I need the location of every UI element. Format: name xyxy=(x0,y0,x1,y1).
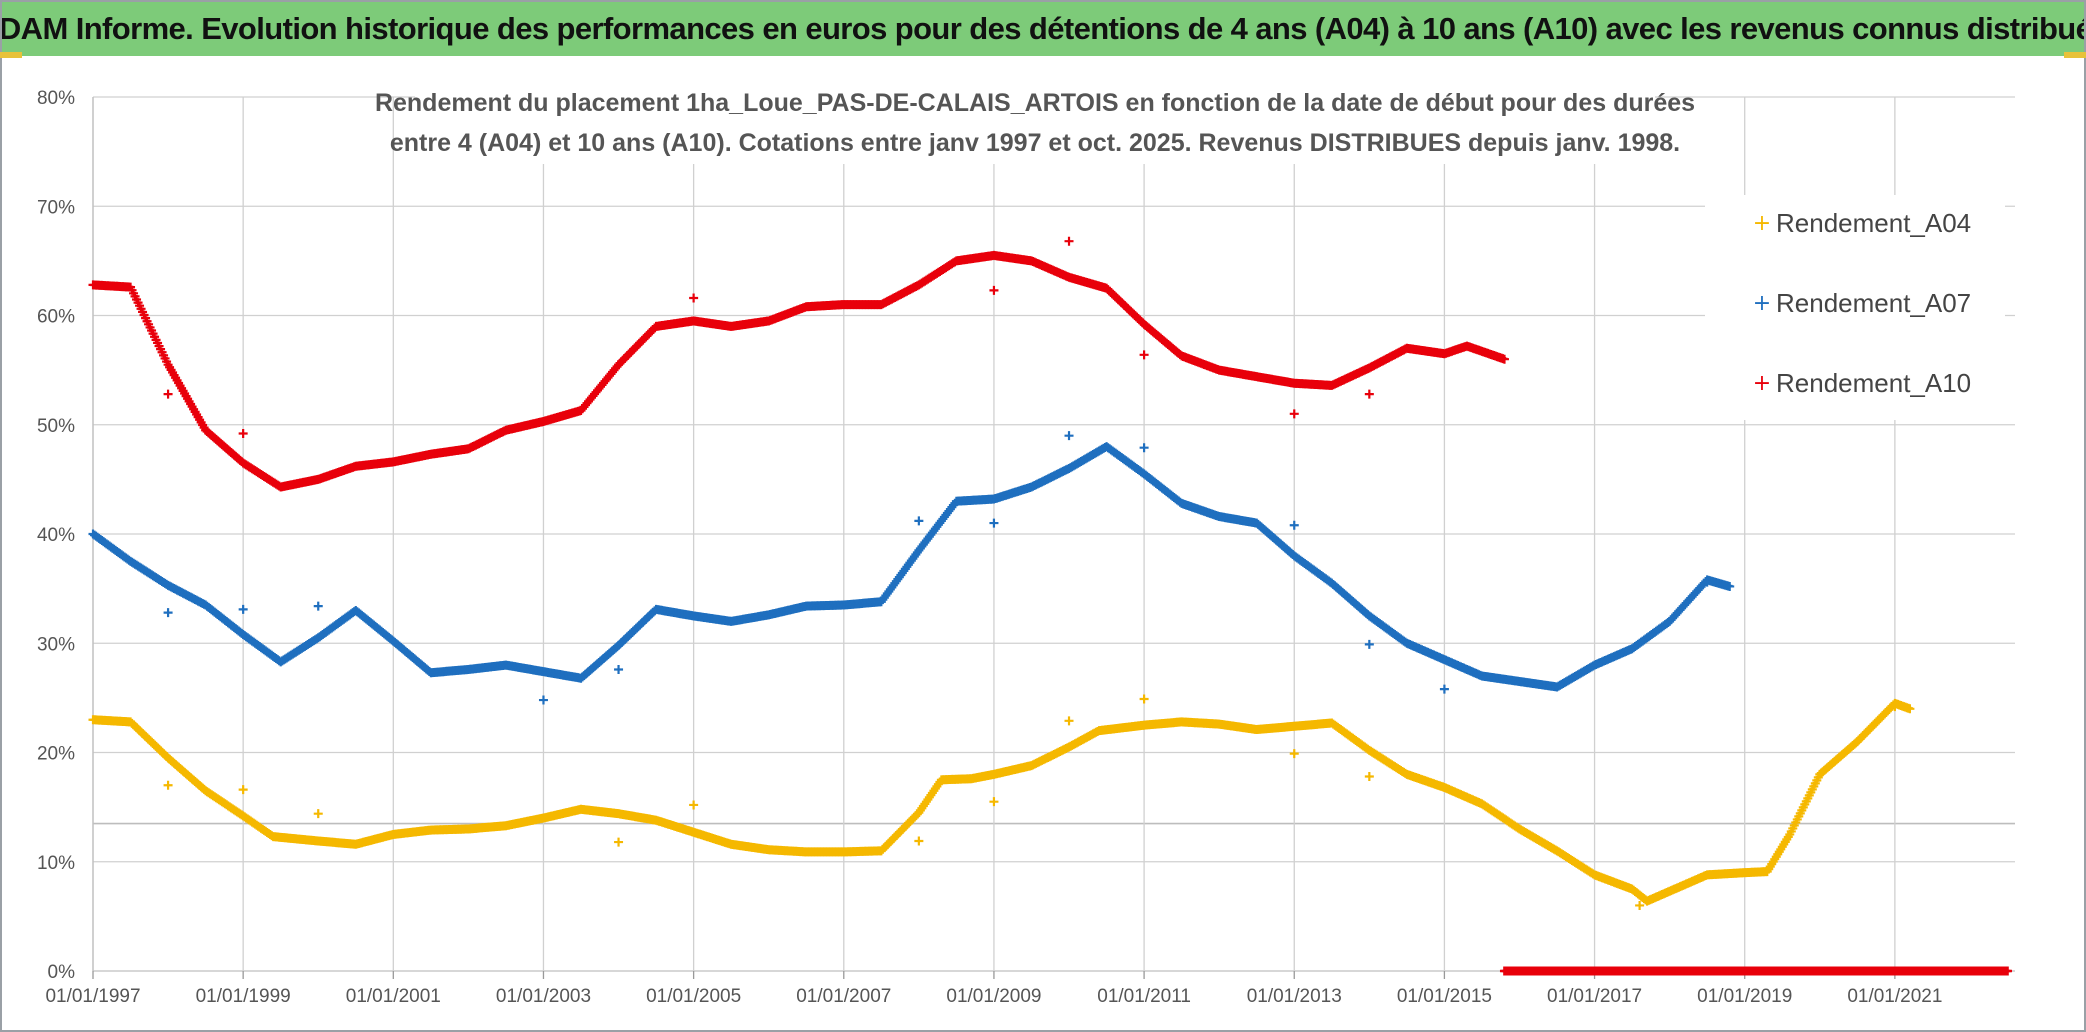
data-point-outlier xyxy=(914,516,924,526)
series-layer xyxy=(88,236,2012,976)
x-tick-label: 01/01/2017 xyxy=(1547,986,1642,1007)
x-tick-labels: 01/01/1997 01/01/1999 01/01/2001 01/01/2003… xyxy=(45,986,1942,1007)
data-point-outlier xyxy=(1139,350,1149,360)
data-point-outlier xyxy=(914,836,924,846)
y-tick-label: 30% xyxy=(37,634,75,655)
x-tick-label: 01/01/1999 xyxy=(196,986,291,1007)
data-point-outlier xyxy=(1289,409,1299,419)
data-point-outlier xyxy=(1064,431,1074,441)
x-tick-label: 01/01/2021 xyxy=(1847,986,1942,1007)
chart-title-line-2: entre 4 (A04) et 10 ans (A10). Cotations… xyxy=(390,129,1680,157)
y-tick-labels: 0% 10% 20% 30% 40% 50% 60% 70% 80% xyxy=(37,88,75,983)
data-point-outlier xyxy=(1064,236,1074,246)
data-point xyxy=(1905,704,1915,714)
data-point-outlier xyxy=(1289,520,1299,530)
legend-label-A04: Rendement_A04 xyxy=(1776,208,1971,238)
data-point-outlier xyxy=(538,695,548,705)
legend-marker-A07: + xyxy=(1753,291,1771,316)
data-point-outlier xyxy=(689,293,699,303)
data-point-outlier xyxy=(313,809,323,819)
y-tick-label: 20% xyxy=(37,744,75,765)
y-tick-label: 70% xyxy=(37,197,75,218)
data-point-outlier xyxy=(163,608,173,618)
data-point-outlier xyxy=(989,285,999,295)
data-point-outlier xyxy=(689,800,699,810)
data-point-outlier xyxy=(989,797,999,807)
data-point-outlier xyxy=(1139,694,1149,704)
legend-label-A07: Rendement_A07 xyxy=(1776,288,1971,318)
data-point-outlier xyxy=(238,785,248,795)
x-tick-label: 01/01/2003 xyxy=(496,986,591,1007)
series-A07 xyxy=(88,431,1735,705)
data-point-outlier xyxy=(1702,577,1712,587)
legend-label-A10: Rendement_A10 xyxy=(1776,368,1971,398)
y-tick-label: 40% xyxy=(37,525,75,546)
legend: + Rendement_A04 + Rendement_A07 + Rendem… xyxy=(1705,195,2005,420)
series-A04 xyxy=(88,694,1915,910)
y-tick-label: 0% xyxy=(48,962,76,983)
x-tick-label: 01/01/2011 xyxy=(1097,986,1191,1007)
data-point-outlier xyxy=(1289,749,1299,759)
chart-title-line-1: Rendement du placement 1ha_Loue_PAS-DE-C… xyxy=(375,89,1695,117)
x-tick-label: 01/01/1997 xyxy=(45,986,140,1007)
data-point xyxy=(1725,581,1735,591)
data-point-outlier xyxy=(1635,900,1645,910)
data-point-outlier xyxy=(238,604,248,614)
y-tick-label: 80% xyxy=(37,88,75,109)
x-tick-label: 01/01/2013 xyxy=(1247,986,1342,1007)
data-point-outlier xyxy=(1364,639,1374,649)
banner-corner-left xyxy=(0,52,22,58)
banner-title: ADAM Informe. Evolution historique des p… xyxy=(2,2,2084,56)
series-A10 xyxy=(88,236,2012,976)
legend-marker-A04: + xyxy=(1753,211,1771,236)
x-tick-label: 01/01/2015 xyxy=(1397,986,1492,1007)
y-tick-label: 50% xyxy=(37,416,75,437)
data-point-outlier xyxy=(313,601,323,611)
y-tick-label: 60% xyxy=(37,307,75,328)
data-point-outlier xyxy=(989,518,999,528)
data-point-outlier xyxy=(238,428,248,438)
data-point-outlier xyxy=(163,780,173,790)
data-point-outlier xyxy=(1139,443,1149,453)
legend-marker-A10: + xyxy=(1753,371,1771,396)
data-point-outlier xyxy=(1439,684,1449,694)
banner-corner-right xyxy=(2064,52,2086,58)
data-point-outlier xyxy=(614,664,624,674)
chart-title: Rendement du placement 1ha_Loue_PAS-DE-C… xyxy=(375,80,1695,164)
x-tick-label: 01/01/2007 xyxy=(796,986,891,1007)
x-tick-label: 01/01/2005 xyxy=(646,986,741,1007)
data-point-outlier xyxy=(1064,716,1074,726)
data-point-outlier xyxy=(614,837,624,847)
data-point-outlier xyxy=(163,389,173,399)
data-point-outlier xyxy=(1890,702,1900,712)
data-point-outlier xyxy=(1364,772,1374,782)
x-tick-label: 01/01/2019 xyxy=(1697,986,1792,1007)
x-tick-label: 01/01/2009 xyxy=(946,986,1041,1007)
y-tick-label: 10% xyxy=(37,853,75,874)
x-tick-label: 01/01/2001 xyxy=(346,986,441,1007)
data-point-outlier xyxy=(1364,389,1374,399)
